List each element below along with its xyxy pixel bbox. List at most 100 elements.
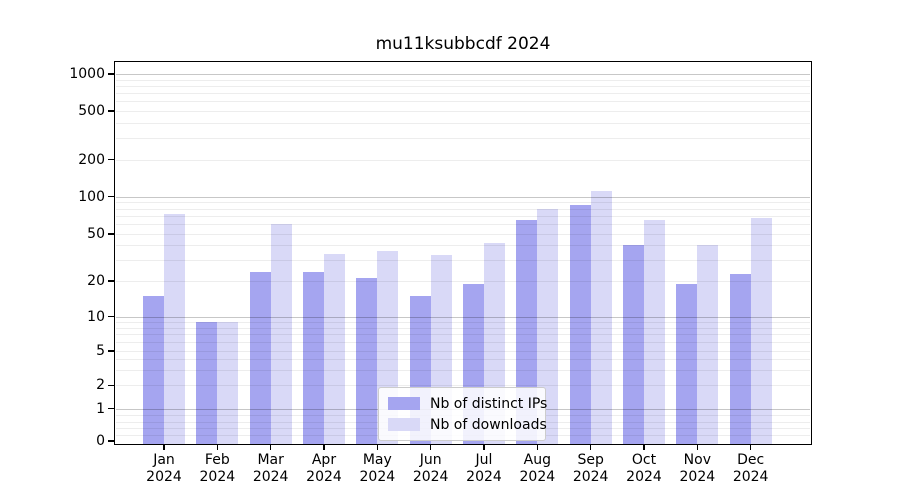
gridline-minor-50 [116, 234, 810, 235]
gridline-minor-6 [116, 341, 810, 343]
gridline-minor-40 [116, 245, 810, 247]
bar-downloads-apr [323, 253, 345, 444]
x-tick-mark-aug [536, 445, 539, 450]
gridline-minor-3 [116, 370, 810, 372]
gridline-minor-30 [116, 260, 810, 262]
x-tick-year: 2024 [519, 469, 556, 485]
legend-swatch-downloads [388, 418, 420, 431]
y-tick-mark-20 [108, 280, 115, 282]
x-tick-label-oct: Oct 2024 [617, 452, 671, 486]
gridline-minor-900 [116, 79, 810, 81]
x-tick-mark-nov [696, 445, 699, 450]
x-tick-mark-jun [429, 445, 432, 450]
x-tick-year: 2024 [359, 469, 396, 485]
bar-distinct-ips-dec [729, 273, 751, 444]
legend-label-downloads: Nb of downloads [430, 416, 547, 433]
gridline-minor-4 [116, 359, 810, 361]
x-tick-month: May [362, 452, 392, 468]
bar-distinct-ips-may [356, 278, 378, 444]
x-tick-year: 2024 [626, 469, 662, 485]
x-tick-month: Mar [257, 452, 284, 468]
gridline-minor-9 [116, 321, 810, 323]
gridline-minor-2 [116, 385, 810, 387]
gridline-minor-7 [116, 334, 810, 336]
y-tick-label-0: 0 [96, 433, 105, 449]
x-tick-mark-jul [483, 445, 485, 450]
gridline-minor-20 [116, 281, 810, 282]
gridline-minor-600 [116, 101, 810, 103]
x-tick-label-jun: Jun 2024 [404, 452, 458, 486]
x-tick-month: Nov [683, 452, 711, 468]
x-tick-year: 2024 [199, 469, 236, 485]
bar-downloads-aug [537, 208, 559, 444]
gridline-minor-60 [116, 224, 810, 226]
y-tick-mark-50 [108, 233, 115, 235]
gridline-minor-800 [116, 85, 810, 87]
y-tick-label-50: 50 [87, 226, 105, 242]
x-tick-mark-sep [589, 445, 592, 450]
x-tick-label-mar: Mar 2024 [244, 452, 298, 486]
gridline-minor-200 [116, 159, 810, 161]
x-tick-year: 2024 [306, 469, 342, 485]
x-tick-label-jul: Jul 2024 [457, 452, 511, 486]
gridline-minor-300 [116, 137, 810, 139]
x-tick-label-aug: Aug 2024 [510, 452, 564, 486]
x-tick-mark-jan [163, 445, 165, 450]
x-tick-year: 2024 [679, 469, 716, 485]
bar-distinct-ips-mar [249, 271, 271, 444]
gridline-minor-5 [116, 351, 810, 352]
gridline-minor-8 [116, 327, 810, 329]
gridline-major-10 [116, 316, 810, 318]
x-tick-year: 2024 [252, 469, 289, 485]
y-tick-mark-1000 [108, 73, 115, 75]
y-tick-mark-10 [108, 315, 115, 318]
x-tick-year: 2024 [146, 469, 182, 485]
x-tick-year: 2024 [572, 469, 609, 485]
gridline-minor-700 [116, 92, 810, 94]
bar-downloads-nov [697, 245, 719, 444]
gridline-major-100 [116, 196, 810, 198]
bar-downloads-oct [643, 219, 665, 444]
y-tick-mark-200 [108, 158, 115, 161]
y-tick-label-10: 10 [87, 308, 105, 325]
y-tick-mark-100 [108, 195, 115, 198]
x-tick-mark-dec [749, 445, 752, 450]
x-tick-month: Aug [523, 452, 551, 468]
x-tick-mark-may [376, 445, 379, 450]
y-tick-mark-500 [108, 110, 115, 112]
bar-distinct-ips-feb [196, 321, 218, 444]
gridline-minor-80 [116, 208, 810, 210]
y-tick-label-20: 20 [87, 273, 105, 289]
bar-distinct-ips-sep [569, 205, 591, 444]
bar-downloads-dec [750, 218, 772, 444]
chart-title: mu11ksubbcdf 2024 [375, 34, 551, 54]
x-tick-month: Sep [577, 452, 604, 468]
bar-downloads-feb [217, 321, 239, 444]
bar-distinct-ips-apr [302, 271, 324, 444]
x-tick-label-dec: Dec 2024 [724, 452, 778, 486]
y-tick-label-5: 5 [96, 343, 105, 359]
y-tick-label-2: 2 [96, 377, 105, 394]
x-tick-mark-oct [643, 445, 645, 450]
y-tick-mark-5 [108, 350, 115, 352]
y-tick-label-500: 500 [78, 102, 105, 119]
x-tick-year: 2024 [412, 469, 449, 485]
x-tick-month: Oct [631, 452, 657, 468]
x-tick-mark-apr [323, 445, 325, 450]
x-tick-month: Jun [419, 452, 442, 468]
x-tick-label-jan: Jan 2024 [137, 452, 191, 486]
bar-downloads-mar [270, 224, 292, 444]
x-tick-label-may: May 2024 [350, 452, 404, 486]
x-tick-label-nov: Nov 2024 [670, 452, 724, 486]
gridline-major-1000 [116, 74, 810, 75]
x-tick-mark-mar [269, 445, 272, 450]
legend-row-distinct-ips: Nb of distinct IPs [388, 393, 547, 414]
y-tick-mark-1 [108, 407, 115, 410]
y-tick-label-100: 100 [78, 188, 105, 205]
x-tick-month: Apr [311, 452, 337, 468]
x-tick-label-apr: Apr 2024 [297, 452, 351, 486]
x-tick-month: Dec [737, 452, 765, 468]
legend-swatch-distinct-ips [388, 397, 420, 410]
legend-row-downloads: Nb of downloads [388, 414, 547, 435]
